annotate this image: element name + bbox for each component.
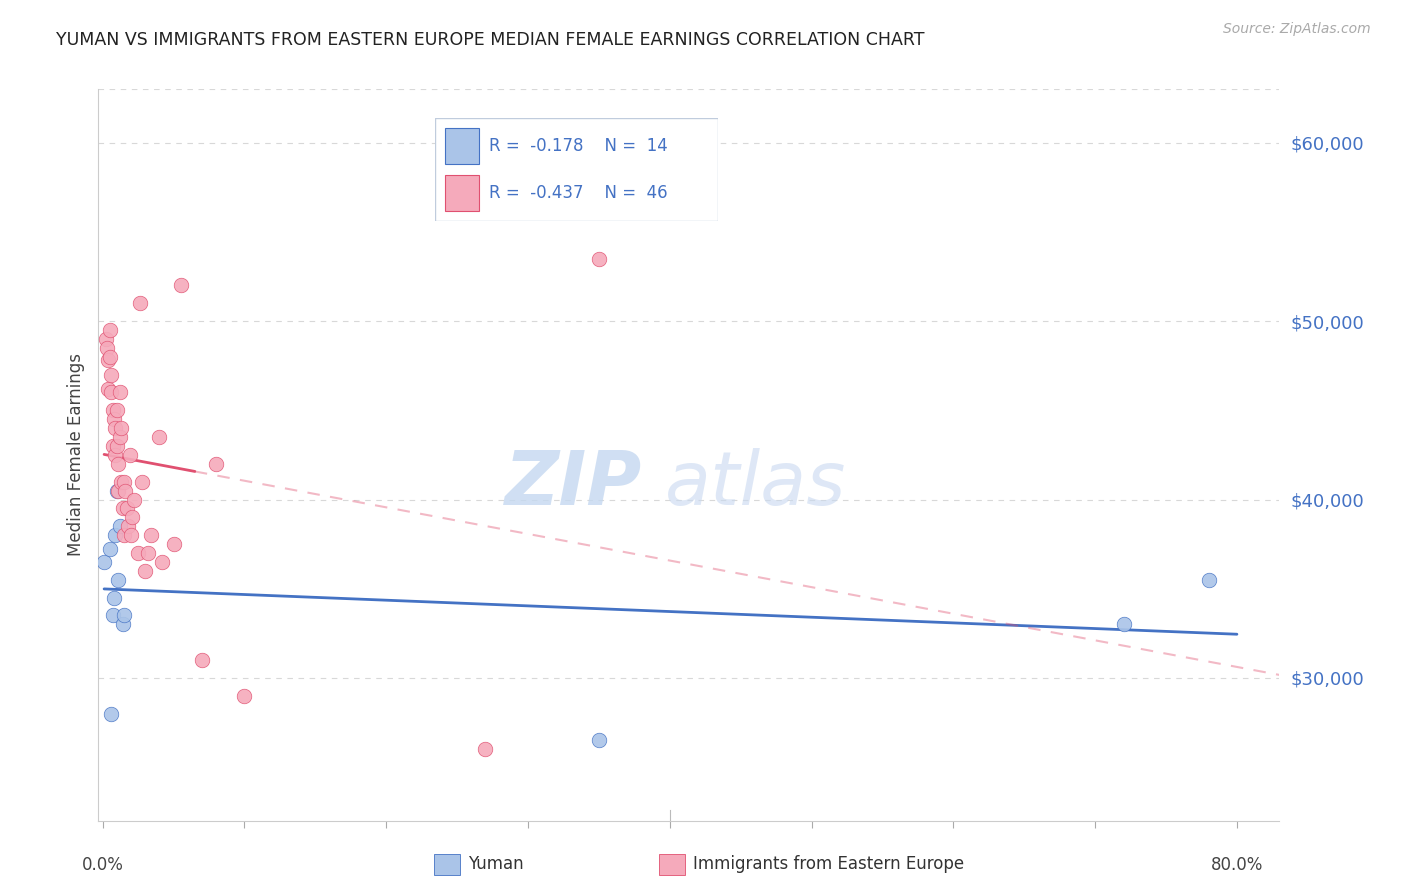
Point (105, 439, 128, 453)
Point (121, 510, 143, 524)
Point (127, 546, 149, 560)
Point (191, 653, 214, 667)
Point (100, 385, 122, 400)
Point (103, 591, 125, 605)
Point (150, 555, 173, 569)
Point (104, 421, 127, 435)
Point (98, 323, 121, 337)
Text: Immigrants from Eastern Europe: Immigrants from Eastern Europe (693, 855, 965, 873)
Point (117, 519, 139, 533)
Point (104, 528, 127, 542)
Point (148, 430, 170, 444)
Point (114, 483, 136, 498)
Point (105, 483, 128, 498)
Point (105, 403, 128, 417)
Point (139, 528, 162, 542)
Point (112, 475, 135, 489)
Point (97, 353, 120, 368)
FancyBboxPatch shape (434, 854, 460, 875)
Point (233, 689, 256, 703)
Text: ZIP: ZIP (505, 448, 641, 521)
Point (162, 537, 184, 551)
Point (100, 706, 122, 721)
Point (96, 341, 118, 355)
Point (588, 252, 610, 266)
Point (111, 501, 134, 516)
Point (1112, 617, 1135, 632)
Point (1198, 573, 1220, 587)
Point (93, 555, 115, 569)
Point (107, 457, 129, 471)
Point (98, 350, 121, 364)
Text: Source: ZipAtlas.com: Source: ZipAtlas.com (1223, 22, 1371, 37)
Point (136, 546, 159, 560)
Point (104, 448, 127, 462)
Point (107, 483, 129, 498)
Text: 0.0%: 0.0% (82, 856, 124, 874)
Point (101, 608, 124, 623)
Text: YUMAN VS IMMIGRANTS FROM EASTERN EUROPE MEDIAN FEMALE EARNINGS CORRELATION CHART: YUMAN VS IMMIGRANTS FROM EASTERN EUROPE … (56, 31, 925, 49)
Point (134, 564, 156, 578)
Point (205, 457, 228, 471)
Point (108, 385, 131, 400)
Point (100, 368, 122, 382)
Point (120, 528, 142, 542)
Point (101, 439, 124, 453)
Point (110, 421, 132, 435)
Point (118, 448, 141, 462)
Point (131, 475, 153, 489)
Point (97, 382, 120, 396)
Text: 80.0%: 80.0% (1211, 856, 1263, 874)
Point (101, 403, 124, 417)
Y-axis label: Median Female Earnings: Median Female Earnings (66, 353, 84, 557)
Text: Yuman: Yuman (468, 855, 524, 873)
Point (112, 528, 135, 542)
Point (474, 742, 496, 756)
Point (108, 430, 131, 444)
Point (112, 608, 135, 623)
Point (103, 412, 125, 426)
FancyBboxPatch shape (659, 854, 685, 875)
Point (169, 278, 191, 293)
Point (107, 573, 129, 587)
Point (122, 492, 145, 507)
Point (115, 501, 138, 516)
Point (111, 617, 134, 632)
Text: atlas: atlas (665, 448, 846, 520)
Point (98, 542, 121, 557)
Point (110, 475, 132, 489)
Point (588, 733, 610, 747)
Point (94, 332, 117, 346)
Point (108, 519, 131, 533)
Point (128, 296, 150, 310)
